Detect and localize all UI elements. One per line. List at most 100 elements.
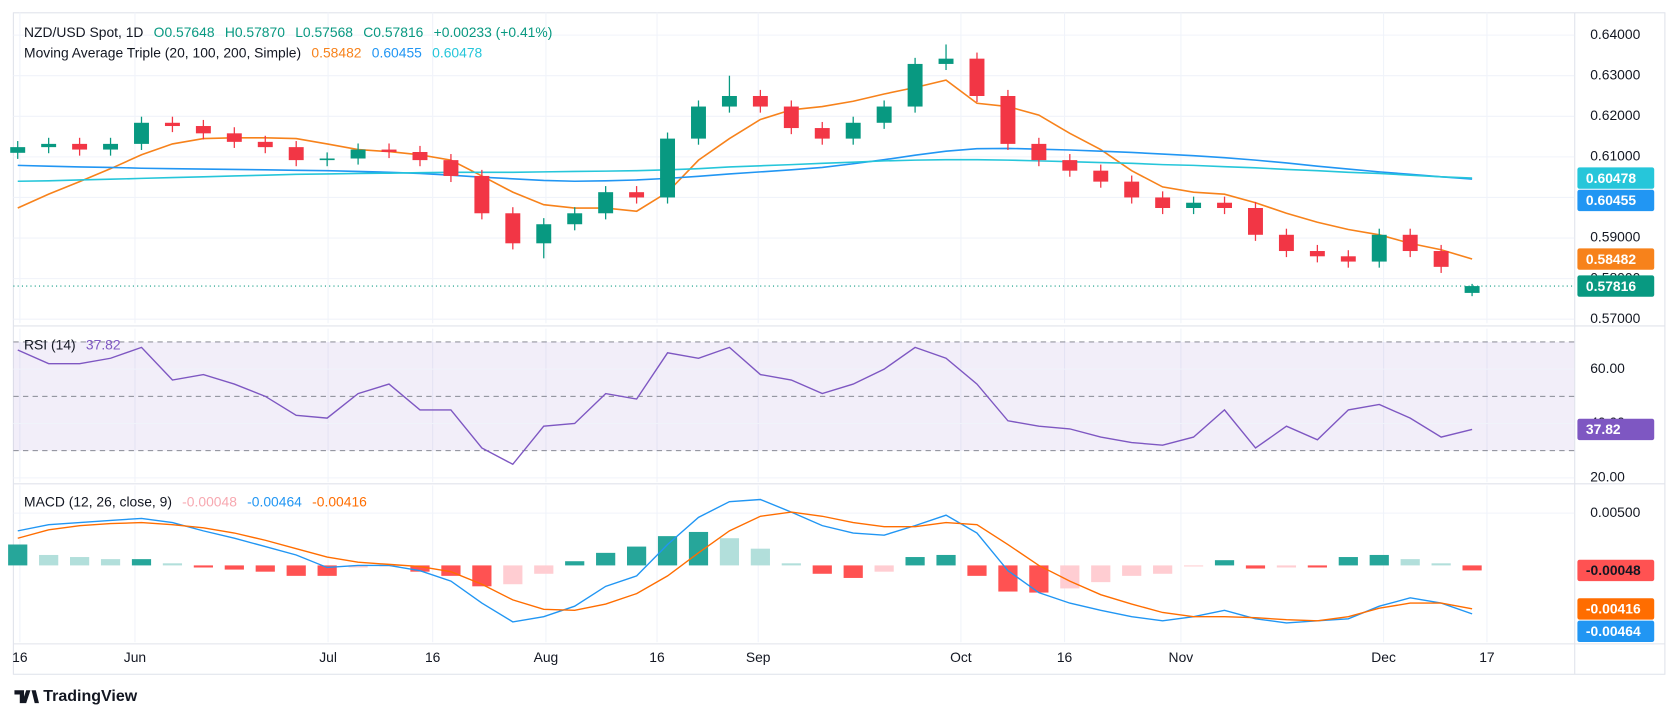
rsi-line [17, 346, 1473, 466]
ohlc-value: C0.57816 [363, 24, 423, 40]
moving-average-line [17, 158, 1473, 183]
histogram-bar [224, 565, 244, 570]
candle-body [319, 158, 335, 161]
macd-value: -0.00464 [247, 493, 302, 509]
brand-logo: TradingView [14, 688, 138, 705]
candle-body [350, 149, 366, 159]
candle-body [1124, 181, 1140, 198]
candle-body [288, 147, 304, 161]
y-tick-label: 0.57000 [1590, 310, 1640, 326]
candle-body [1062, 160, 1078, 171]
candle-body [1186, 202, 1202, 209]
y-tick-label: 0.63000 [1590, 66, 1640, 82]
price-badge [1577, 189, 1655, 212]
candle-body [567, 213, 583, 225]
price-badge-label: 37.82 [1586, 421, 1621, 437]
candle-body [691, 106, 706, 139]
histogram-bar [1091, 565, 1111, 583]
candle-body [876, 106, 892, 123]
candle-body [1000, 95, 1016, 144]
ohlc-value: H0.57870 [225, 24, 285, 40]
histogram-bar [1029, 565, 1049, 593]
histogram-bar [1307, 565, 1327, 568]
price-badge [1577, 248, 1655, 270]
candle-body [381, 149, 397, 153]
histogram-bar [905, 557, 925, 566]
candle-body [10, 147, 26, 153]
candle-body [412, 152, 428, 161]
candle-body [1464, 286, 1480, 293]
candle-body [752, 95, 768, 107]
candle-body [783, 106, 799, 129]
histogram-bar [967, 565, 987, 576]
price-badge [1577, 167, 1655, 189]
histogram-bar [286, 565, 306, 576]
indicator-title: MACD (12, 26, close, 9) [24, 493, 172, 509]
x-tick-label: 16 [12, 649, 28, 665]
price-badge [1577, 418, 1655, 441]
candle-body [1031, 143, 1047, 161]
candle-body [1278, 234, 1294, 252]
x-tick-label: Jun [124, 649, 146, 665]
candle-body [164, 122, 180, 127]
moving-average-line [17, 79, 1473, 260]
ohlc-value: L0.57568 [295, 24, 353, 40]
candle-body [721, 95, 737, 107]
x-tick-label: 16 [1057, 649, 1073, 665]
signal-value: -0.00416 [312, 493, 367, 509]
candle-body [41, 143, 57, 148]
histogram-bar [503, 565, 523, 585]
x-tick-label: 17 [1479, 649, 1495, 665]
y-tick-label: 20.00 [1590, 469, 1625, 485]
candle-body [1402, 234, 1418, 252]
ma-value: 0.60478 [432, 44, 482, 60]
candle-body [1340, 256, 1356, 262]
candle-body [1371, 234, 1387, 262]
candle-body [72, 143, 88, 150]
histogram-bar [1060, 565, 1080, 589]
indicator-title: Moving Average Triple (20, 100, 200, Sim… [24, 44, 301, 60]
y-tick-label: 0.64000 [1590, 26, 1640, 42]
price-badge-label: -0.00048 [1586, 562, 1641, 578]
histogram-bar [843, 565, 863, 578]
candle-body [474, 175, 490, 214]
candle-body [814, 128, 830, 139]
histogram-bar [131, 559, 152, 566]
candle-body [969, 58, 985, 96]
histogram-bar [596, 552, 616, 566]
price-badge-label: 0.58482 [1586, 251, 1636, 267]
indicator-title: RSI (14) [24, 336, 76, 352]
price-badge-label: 0.60455 [1586, 192, 1636, 208]
price-badge-label: 0.57816 [1586, 278, 1636, 294]
symbol: NZD/USD Spot, 1D [24, 24, 143, 40]
histogram-bar [1122, 565, 1142, 576]
histogram-bar [441, 565, 461, 576]
histogram-bar [1245, 565, 1266, 569]
price-legend: NZD/USD Spot, 1D O0.57648 H0.57870 L0.57… [24, 24, 552, 40]
candle-body [103, 143, 119, 150]
candle-body [1093, 170, 1109, 182]
price-badge-label: 0.60478 [1586, 170, 1636, 186]
x-tick-label: 16 [425, 649, 441, 665]
candle-body [1217, 202, 1233, 209]
histogram-bar [626, 546, 647, 566]
change-value: +0.00233 (+0.41%) [434, 24, 553, 40]
x-tick-label: 16 [649, 649, 665, 665]
histogram-bar [565, 561, 585, 566]
price-badge [1577, 620, 1655, 642]
histogram-bar [1214, 560, 1235, 566]
histogram-bar [1153, 565, 1173, 574]
x-tick-label: Sep [746, 649, 771, 665]
x-tick-label: Dec [1371, 649, 1396, 665]
price-badge [1577, 275, 1655, 297]
candle-body [1155, 197, 1171, 209]
candle-body [257, 141, 273, 148]
candle-body [195, 126, 211, 134]
histogram-bar [781, 563, 801, 566]
rsi-legend: RSI (14) 37.82 [24, 336, 121, 352]
histogram-bar [1276, 565, 1297, 568]
histogram-bar [874, 565, 894, 572]
moving-average-line [17, 147, 1473, 183]
x-tick-label: Jul [319, 649, 337, 665]
